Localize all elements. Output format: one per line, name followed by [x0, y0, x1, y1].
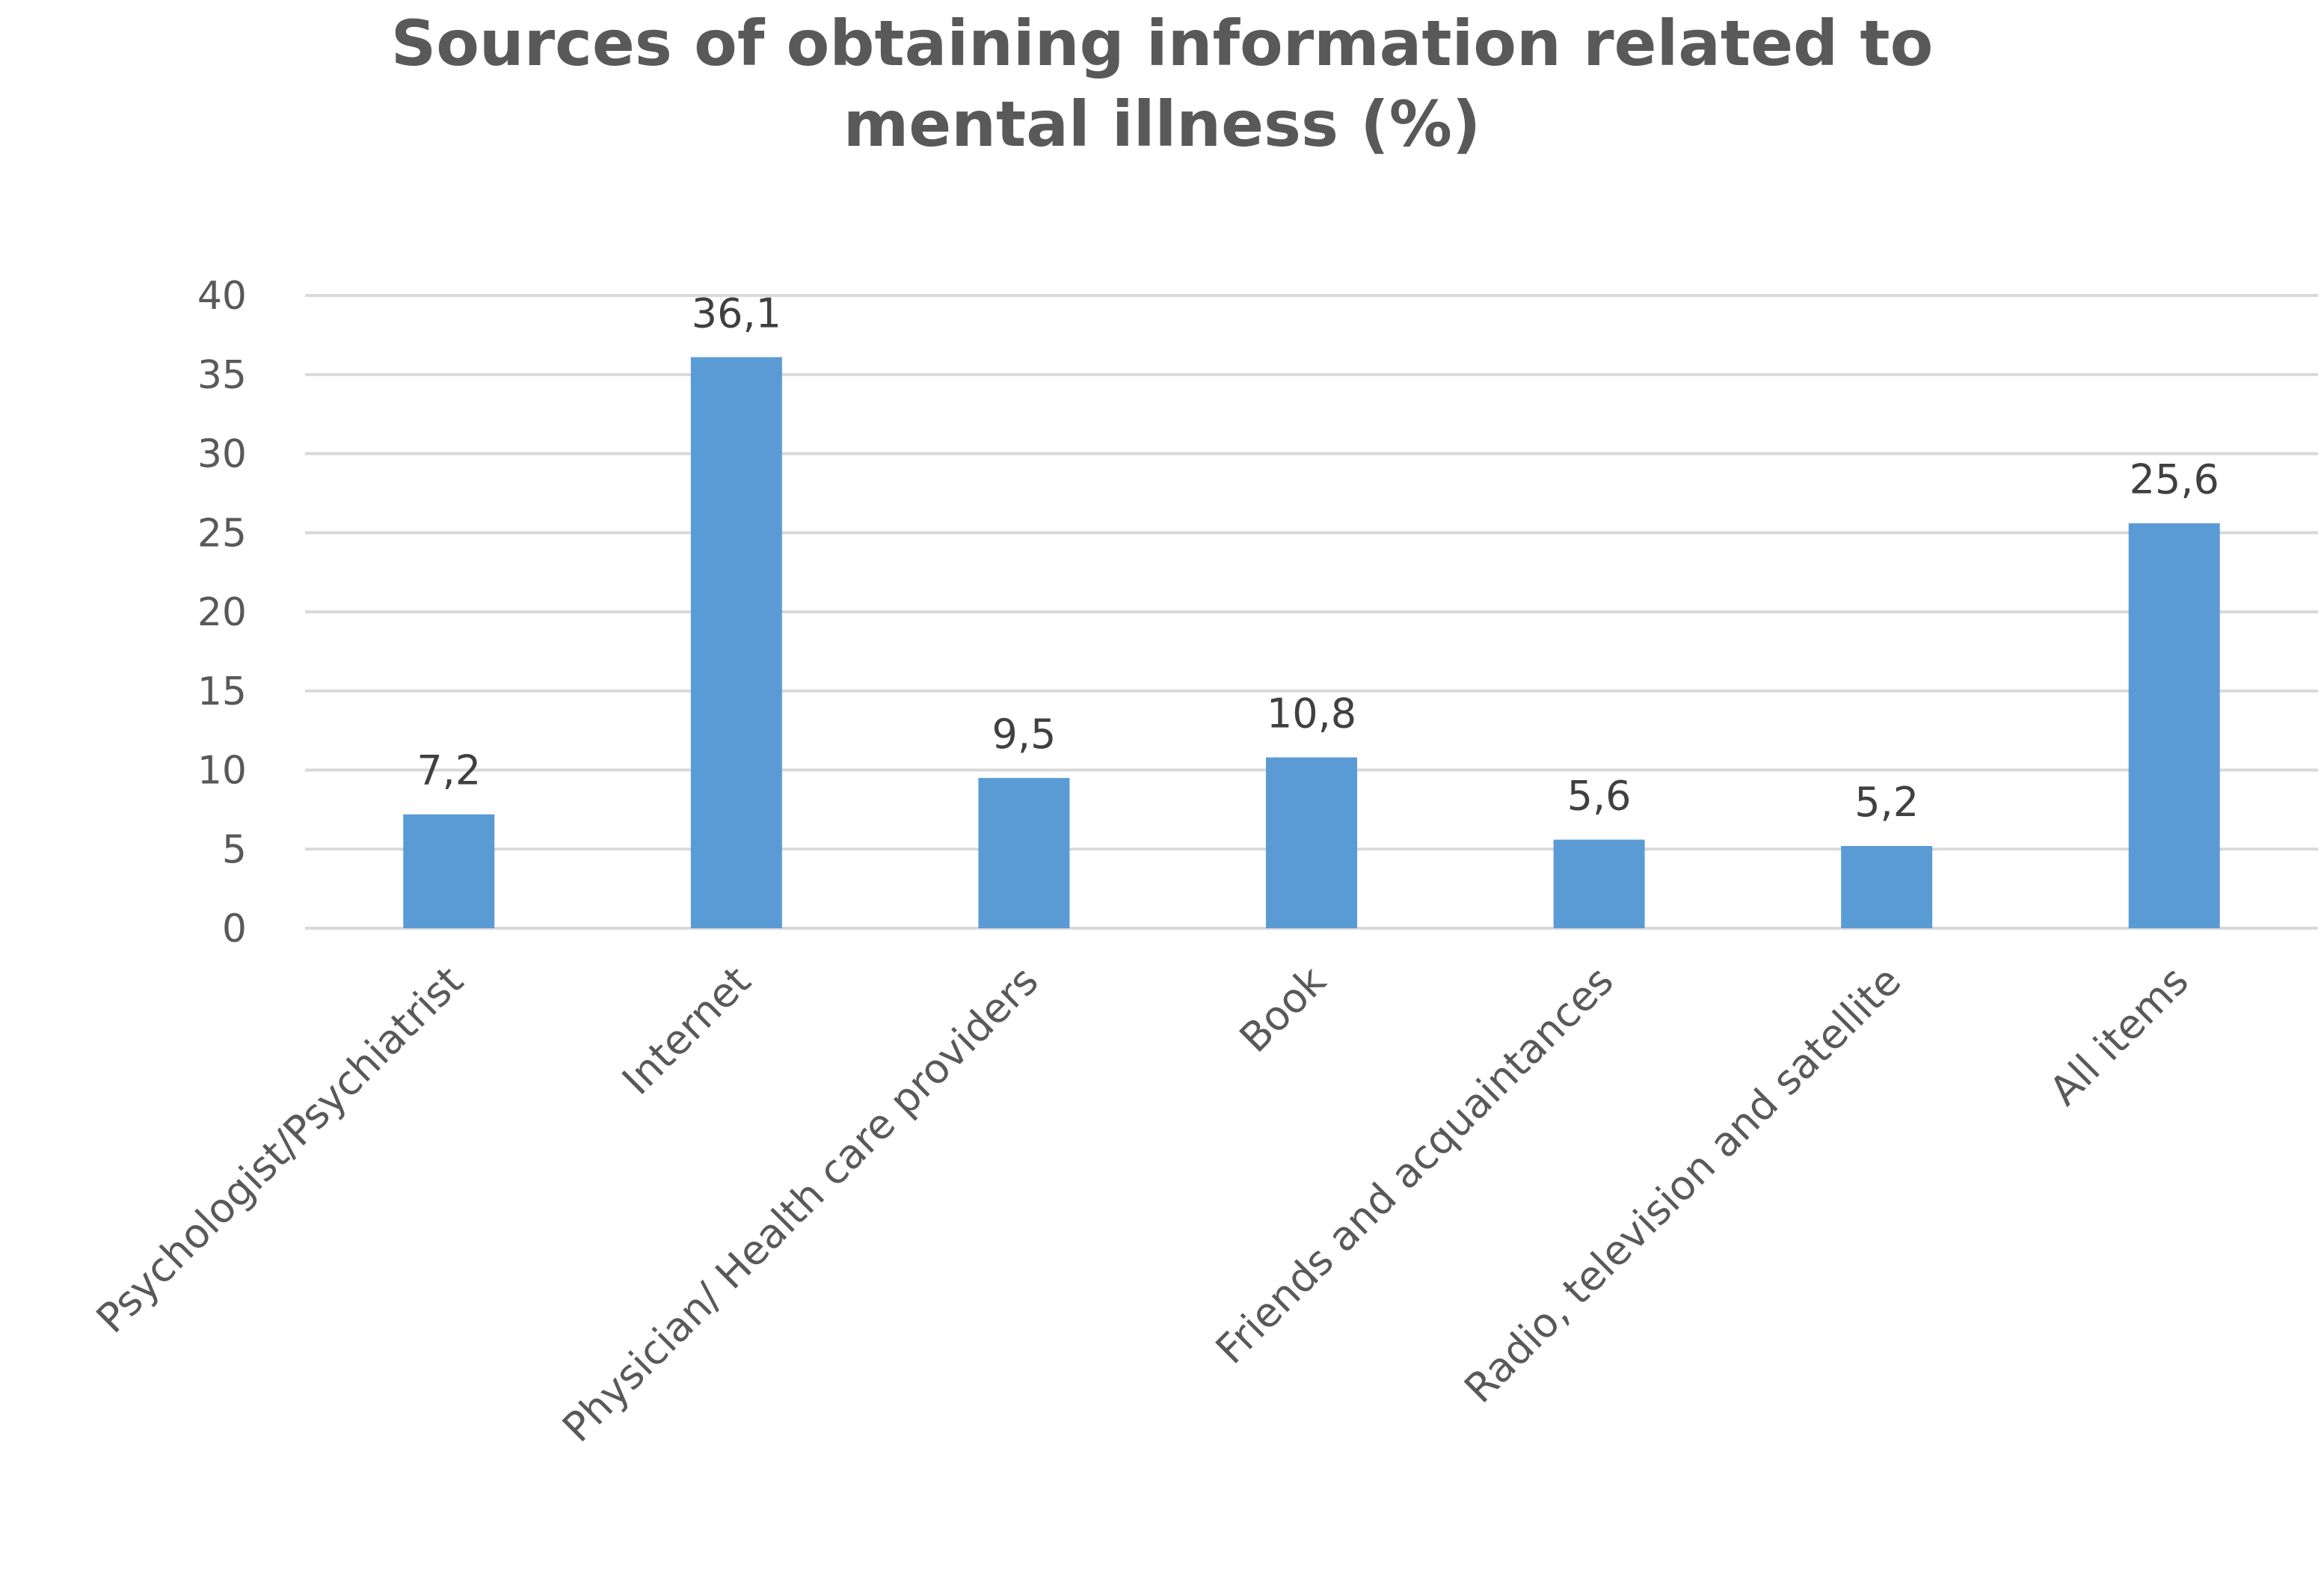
- bars: [403, 357, 2220, 928]
- category-label: Psychologist/Psychiatrist: [87, 957, 473, 1343]
- bar-1: [403, 814, 495, 928]
- category-label: Book: [1231, 957, 1335, 1061]
- bar-2: [690, 357, 782, 928]
- data-labels: 7,2 36,1 9,5 10,8 5,6 5,2 25,6: [416, 289, 2219, 826]
- y-tick-label: 25: [197, 511, 247, 556]
- bar-4: [1266, 757, 1357, 928]
- data-label: 10,8: [1267, 690, 1356, 738]
- y-tick-label: 30: [197, 432, 247, 477]
- data-label: 5,6: [1567, 773, 1632, 820]
- y-tick-label: 35: [197, 353, 247, 398]
- category-label: All items: [2041, 957, 2198, 1114]
- bar-3: [978, 778, 1070, 928]
- data-label: 5,2: [1854, 779, 1919, 826]
- chart-title-line-2: mental illness (%): [843, 88, 1481, 161]
- y-tick-label: 0: [222, 907, 247, 951]
- y-tick-label: 40: [197, 274, 247, 319]
- bar-7: [2128, 523, 2220, 928]
- data-label: 25,6: [2130, 456, 2219, 503]
- y-axis-tick-labels: 0 5 10 15 20 25 30 35 40: [197, 274, 247, 951]
- chart-title: Sources of obtaining information related…: [0, 0, 2324, 165]
- x-axis-category-labels: Psychologist/Psychiatrist InternetPhysici…: [87, 957, 2198, 1451]
- y-tick-label: 20: [197, 590, 247, 635]
- chart-title-line-1: Sources of obtaining information related…: [390, 7, 1934, 80]
- y-tick-label: 5: [222, 827, 247, 872]
- bar-6: [1841, 846, 1933, 928]
- y-tick-label: 15: [197, 669, 247, 714]
- y-tick-label: 10: [197, 749, 247, 794]
- category-label: Physician/ Health care providers: [553, 957, 1047, 1451]
- data-label: 7,2: [416, 747, 481, 794]
- data-label: 9,5: [992, 711, 1056, 758]
- bar-5: [1553, 839, 1645, 928]
- data-label: 36,1: [692, 289, 781, 337]
- category-label: Internet: [613, 957, 760, 1104]
